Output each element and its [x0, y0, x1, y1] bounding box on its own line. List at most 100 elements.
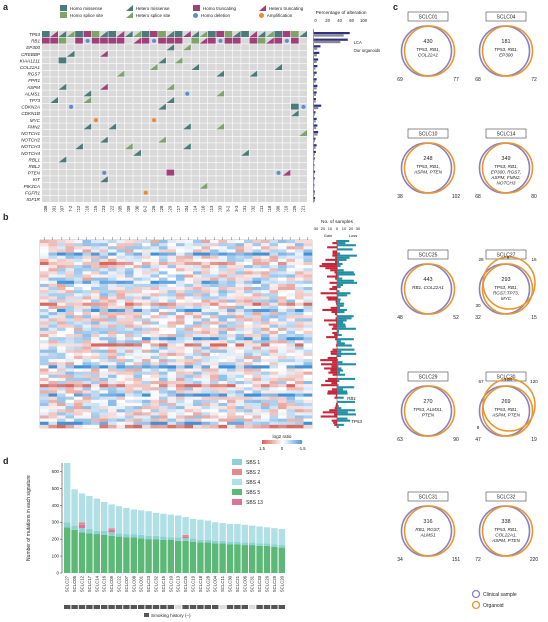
heatmap-cell — [150, 421, 160, 426]
loss-bar — [337, 279, 354, 282]
sample-label: SCLC19 — [284, 205, 289, 212]
heatmap-cell — [261, 355, 270, 360]
heatmap-cell — [48, 343, 58, 347]
heatmap-cell — [57, 374, 66, 379]
heatmap-cell — [65, 424, 75, 429]
loss-bar — [337, 242, 346, 245]
heatmap-cell — [108, 406, 117, 410]
heatmap-cell — [82, 402, 92, 407]
heatmap-cell — [278, 315, 287, 319]
oncoprint-cell — [58, 64, 67, 70]
heatmap-cell — [57, 424, 66, 429]
heatmap-cell — [74, 321, 83, 325]
oncoprint-cell — [141, 163, 150, 169]
heatmap-cell — [82, 421, 92, 426]
heatmap-cell — [210, 377, 219, 382]
oncoprint-cell — [241, 182, 249, 189]
heatmap-cell — [269, 265, 279, 269]
heatmap-cell — [159, 327, 168, 332]
oncoprint-cell — [58, 156, 67, 163]
heatmap-cell — [167, 249, 177, 253]
y-tick-label: 200 — [52, 537, 60, 542]
oncoprint-cell — [83, 83, 92, 90]
oncoprint-cell — [191, 189, 200, 196]
gain-bar — [335, 260, 337, 263]
heatmap-cell — [57, 352, 66, 357]
heatmap-cell — [176, 343, 185, 347]
oncoprint-cell — [266, 156, 274, 163]
venn-left-count: 34 — [397, 557, 403, 563]
x-tick-label: SCLC16 — [102, 575, 107, 592]
oncoprint-cell — [91, 136, 100, 143]
alteration-mark — [266, 31, 274, 37]
heatmap-cell — [108, 409, 117, 413]
alteration-mark — [257, 37, 266, 44]
oncoprint-cell — [100, 64, 108, 70]
oncoprint-cell — [42, 169, 50, 176]
heatmap-cell — [82, 255, 92, 259]
heatmap-cell — [48, 393, 58, 397]
oncoprint-cell — [282, 50, 291, 57]
oncoprint-cell — [208, 196, 216, 202]
oncoprint-cell — [158, 169, 166, 176]
oncoprint-cell — [141, 123, 150, 130]
heatmap-cell — [184, 402, 194, 407]
heatmap-cell — [227, 287, 236, 291]
x-tick-label: SCLC23 — [146, 575, 151, 592]
oncoprint-cell — [299, 176, 307, 183]
oncoprint-cell — [66, 70, 75, 77]
smoking-cell — [64, 605, 71, 609]
heatmap-cell — [295, 308, 304, 313]
heatmap-cell — [150, 258, 160, 263]
bar-segment — [78, 493, 86, 523]
heatmap-cell — [218, 287, 228, 291]
oncoprint-cell — [232, 163, 241, 169]
smoking-cell — [219, 605, 226, 609]
oncoprint-cell — [58, 182, 67, 189]
oncoprint-cell — [166, 182, 175, 189]
oncoprint-cell — [183, 50, 191, 57]
heatmap-cell — [40, 265, 49, 269]
heatmap-cell — [99, 324, 109, 328]
heatmap-cell — [108, 387, 117, 391]
oncoprint-cell — [149, 182, 158, 189]
heatmap-cell — [278, 293, 287, 297]
heatmap-cell — [184, 283, 194, 288]
oncoprint-cell — [199, 50, 208, 57]
heatmap-cell — [252, 402, 262, 407]
heatmap-cell — [57, 330, 66, 335]
alteration-mark — [83, 31, 92, 37]
heatmap-cell — [210, 399, 219, 404]
loss-bar — [337, 334, 342, 337]
heatmap-cell — [125, 412, 134, 416]
heatmap-cell — [176, 280, 185, 285]
heatmap-cell — [261, 337, 270, 341]
heatmap-cell — [116, 280, 126, 285]
heatmap-cell — [176, 277, 185, 281]
heatmap-cell — [82, 299, 92, 303]
heatmap-cell — [40, 393, 49, 397]
heatmap-cell — [167, 315, 177, 319]
heatmap-cell — [201, 327, 211, 332]
heatmap-cell — [48, 315, 58, 319]
oncoprint-cell — [291, 196, 299, 202]
oncoprint-cell — [108, 149, 117, 156]
heatmap-cell — [210, 396, 219, 400]
oncoprint-cell — [282, 64, 291, 70]
heatmap-cell — [125, 340, 134, 344]
oncoprint-cell — [91, 163, 100, 169]
heatmap-cell — [57, 243, 66, 247]
heatmap-cell — [252, 330, 262, 335]
heatmap-cell — [91, 377, 100, 382]
legend-label: Hetero missense — [135, 5, 170, 11]
alteration-mark — [232, 31, 241, 37]
heatmap-cell — [252, 296, 262, 300]
oncoprint-cell — [216, 196, 224, 202]
heatmap-cell — [193, 302, 202, 306]
heatmap-cell — [159, 249, 168, 253]
heatmap-cell — [193, 268, 202, 272]
alteration-bar — [313, 133, 318, 136]
heatmap-cell — [167, 409, 177, 413]
bar-segment — [93, 498, 100, 531]
heatmap-cell — [150, 402, 160, 407]
